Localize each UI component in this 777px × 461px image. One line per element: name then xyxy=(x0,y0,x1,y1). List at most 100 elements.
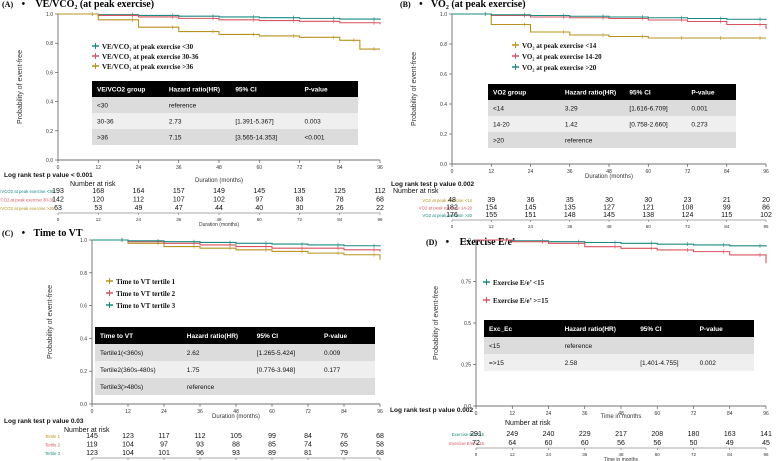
risk-value: 97 xyxy=(160,442,168,449)
risk-value: 217 xyxy=(615,431,627,438)
risk-axis-tick-label: 12 xyxy=(489,224,495,228)
y-tick-label: 1.0 xyxy=(46,12,53,18)
risk-axis-tick-label: 24 xyxy=(546,452,552,457)
risk-value: 97 xyxy=(255,197,263,204)
x-tick-label: 72 xyxy=(297,165,303,171)
risk-table-title: Number at risk xyxy=(393,188,439,195)
x-axis-label: Duration (months) xyxy=(585,174,633,180)
risk-value: 145 xyxy=(253,188,265,195)
x-tick-label: 60 xyxy=(269,409,275,415)
y-tick-label: 0.4 xyxy=(46,100,53,106)
risk-row-label: VO2 at peak exercise >20 xyxy=(422,213,472,218)
risk-axis-tick-label: 72 xyxy=(297,217,303,222)
x-tick-label: 84 xyxy=(337,165,343,171)
table-cell: >36 xyxy=(97,135,108,142)
x-tick-label: 60 xyxy=(654,411,660,417)
legend-label: Time to VT tertile 1 xyxy=(116,278,176,286)
risk-value: 117 xyxy=(158,433,169,440)
risk-value: 104 xyxy=(122,450,134,457)
panel-c-title: (C) • Time to VT xyxy=(2,228,83,239)
risk-axis-tick-label: 36 xyxy=(567,224,573,228)
risk-value: 99 xyxy=(723,205,731,212)
y-axis-label: Probability of event-free xyxy=(47,285,54,359)
risk-value: 112 xyxy=(374,188,385,195)
risk-value: 88 xyxy=(232,442,240,449)
panel-d: (D) • Exercise E/e’ 0.0 0.25 0.5 0.75 1.0 0 12… xyxy=(388,228,777,461)
risk-axis-tick-label: 24 xyxy=(136,217,142,222)
table-header-bg xyxy=(488,84,736,100)
x-tick-label: 60 xyxy=(645,169,651,175)
table-header-cell: Time to VT xyxy=(100,333,133,340)
risk-value: 39 xyxy=(487,197,495,204)
risk-value: 182 xyxy=(446,205,458,212)
panel-a-title-text: VE/VCO₂ (at peak exercise) xyxy=(35,0,155,10)
legend-label: VE/VCO₂ at peak exercise 30-36 xyxy=(102,53,199,61)
x-tick-label: 72 xyxy=(685,169,691,175)
risk-value: 135 xyxy=(294,188,306,195)
risk-value: 141 xyxy=(760,431,772,438)
x-tick-label: 48 xyxy=(233,409,239,415)
y-tick-label: 0.6 xyxy=(80,304,87,310)
table-row-bg xyxy=(488,132,736,148)
risk-value: 81 xyxy=(304,450,312,457)
x-tick-label: 48 xyxy=(216,165,222,171)
table-header-cell: P-value xyxy=(304,87,328,94)
risk-row-label: Tertile 2 xyxy=(45,443,61,448)
risk-value: 180 xyxy=(688,431,700,438)
risk-axis-tick-label: 84 xyxy=(727,452,733,457)
risk-axis-tick-label: 60 xyxy=(646,224,652,228)
risk-value: 99 xyxy=(268,433,276,440)
risk-value: 142 xyxy=(52,197,64,204)
x-tick-label: 24 xyxy=(136,165,142,171)
panel-a: (A) • VE/VCO₂ (at peak exercise) 0.0 0.2 0… xyxy=(0,0,388,228)
x-tick-label: 0 xyxy=(91,409,94,415)
legend-label: VE/VCO₂ at peak exercise >36 xyxy=(102,63,194,71)
risk-value: 47 xyxy=(175,205,183,212)
y-axis-label: Probability of event-free xyxy=(411,52,418,126)
x-tick-label: 72 xyxy=(305,409,311,415)
risk-value: 22 xyxy=(376,205,384,212)
risk-value: 48 xyxy=(448,197,456,204)
table-cell: [1.616-6.709] xyxy=(629,106,668,113)
risk-axis-tick-label: 48 xyxy=(606,224,612,228)
y-tick-label: 0.8 xyxy=(440,42,447,48)
x-tick-label: 48 xyxy=(606,169,612,175)
table-row-bg xyxy=(488,116,736,132)
x-tick-label: 0 xyxy=(57,165,60,171)
legend-label: VE/VCO₂ at peak exercise <30 xyxy=(102,43,194,51)
table-row-bg xyxy=(484,337,754,354)
risk-value: 155 xyxy=(485,212,497,219)
table-cell: <14 xyxy=(493,106,504,113)
table-cell: 1.75 xyxy=(187,367,200,374)
risk-value: 93 xyxy=(232,450,240,457)
series-line xyxy=(58,13,381,20)
risk-axis-tick-label: 84 xyxy=(337,217,343,222)
risk-value: 35 xyxy=(566,197,574,204)
table-cell: 0.009 xyxy=(324,350,341,357)
risk-value: 72 xyxy=(472,440,480,447)
table-cell: reference xyxy=(169,103,197,110)
x-axis-label: Duration (months) xyxy=(195,178,243,184)
risk-value: 193 xyxy=(52,188,64,195)
series-line xyxy=(92,239,381,260)
risk-axis-tick-label: 96 xyxy=(763,452,769,457)
panel-a-label: (A) xyxy=(2,0,14,9)
risk-value: 145 xyxy=(525,205,537,212)
risk-value: 249 xyxy=(506,431,518,438)
logrank-text: Log rank test p value 0.03 xyxy=(4,418,84,425)
risk-value: 21 xyxy=(723,197,731,204)
table-cell: [1.265-5.424] xyxy=(257,350,296,357)
y-tick-label: 0.8 xyxy=(46,41,53,47)
legend-label: VO₂ at peak exercise <14 xyxy=(522,42,597,50)
risk-value: 124 xyxy=(682,212,694,219)
x-tick-label: 36 xyxy=(582,411,588,417)
table-row-bg xyxy=(92,113,358,129)
panel-d-label: (D) xyxy=(426,238,438,247)
table-row-bg xyxy=(92,129,358,145)
risk-value: 125 xyxy=(334,188,346,195)
risk-value: 79 xyxy=(340,450,348,457)
table-cell: 0.177 xyxy=(324,367,341,374)
risk-value: 65 xyxy=(340,442,348,449)
risk-row-label: VE/VCO2 at peak exercise <30 xyxy=(0,189,55,194)
risk-value: 121 xyxy=(642,205,654,212)
